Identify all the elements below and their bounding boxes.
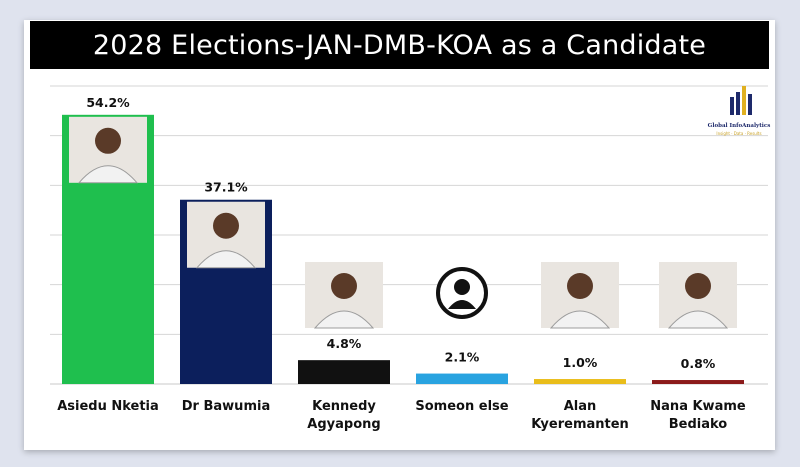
person-placeholder-icon [436,267,488,319]
value-labels: 54.2% 37.1% 4.8% 2.1% 1.0% 0.8% [86,95,715,371]
gridlines [50,85,768,385]
category-label: Bediako [669,417,728,432]
category-label: Agyapong [307,417,380,432]
candidate-photo [541,262,619,329]
value-label: 1.0% [563,355,598,370]
photo-head [331,273,357,299]
logo-bar [736,92,740,115]
logo-name: Global InfoAnalytics [708,123,771,129]
category-label: Dr Bawumia [182,399,270,414]
value-label: 2.1% [445,350,480,365]
photo-head [213,212,239,239]
bar [534,379,626,384]
photo-head [567,273,593,299]
bars [62,114,744,384]
bar [416,373,508,384]
photo-shoulders [667,310,729,329]
bar [652,380,744,384]
photo-head [685,273,711,299]
value-label: 0.8% [681,356,716,371]
global-info-analytics-logo: Global InfoAnalytics Insight · Data · Re… [708,86,771,136]
category-labels: Asiedu Nketia Dr Bawumia Kennedy Agyapong So… [57,399,746,432]
logo-tagline: Insight · Data · Results [716,131,761,136]
logo-bar [748,94,752,115]
candidate-photos [69,116,737,329]
photo-head [95,127,121,154]
category-label: Someon else [415,399,508,414]
bar [298,360,390,384]
logo-bar [730,97,734,115]
logo-bar [742,86,746,115]
candidate-photo [187,201,265,269]
icon-head [454,279,470,295]
chart-title: 2028 Elections-JAN-DMB-KOA as a Candidat… [92,29,707,61]
category-label: Nana Kwame [650,399,746,414]
category-label: Asiedu Nketia [57,399,159,414]
icon-body [448,300,476,309]
value-label: 54.2% [86,95,130,110]
category-label: Kyeremanten [531,417,629,432]
category-label: Alan [564,399,597,414]
photo-shoulders [313,310,375,329]
value-label: 4.8% [327,336,362,351]
photo-shoulders [195,250,257,269]
photo-shoulders [77,165,139,184]
candidate-photo [69,116,147,184]
candidate-photo [305,262,383,329]
value-label: 37.1% [204,180,248,195]
category-label: Kennedy [312,399,376,414]
photo-shoulders [549,310,611,329]
candidate-photo [659,262,737,329]
chart-title-bar: 2028 Elections-JAN-DMB-KOA as a Candidat… [30,21,769,69]
